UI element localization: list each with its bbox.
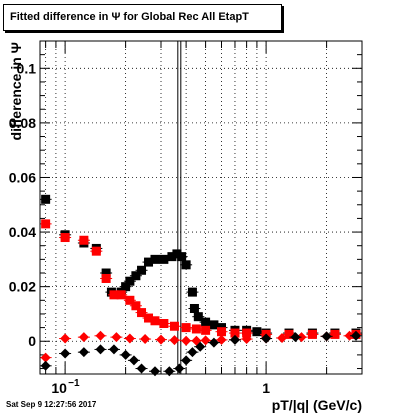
data-point-square (60, 233, 70, 243)
data-point-diamond (60, 333, 71, 344)
x-tick-label: 1 (262, 380, 270, 396)
data-point-square (307, 329, 317, 339)
data-point-square (177, 252, 187, 262)
data-point-diamond (40, 360, 51, 371)
y-tick-label: 0.08 (9, 115, 36, 131)
data-point-square (201, 325, 211, 335)
data-point-square (189, 303, 199, 313)
y-axis-title: difference in Ψ (8, 42, 24, 140)
data-point-diamond (95, 330, 106, 341)
data-point-diamond (156, 334, 167, 345)
data-point-square (144, 257, 154, 267)
title-box: Fitted difference in Ψ for Global Rec Al… (3, 4, 282, 31)
data-point-diamond (208, 337, 219, 348)
data-point-diamond (174, 363, 185, 374)
data-point-square (116, 290, 126, 300)
data-point-diamond (187, 347, 198, 358)
data-point-diamond (261, 333, 272, 344)
data-point-square (169, 321, 179, 331)
data-point-square (172, 249, 182, 259)
data-point-diamond (350, 330, 361, 341)
x-tick-label: 10 (51, 380, 67, 396)
data-point-diamond (108, 344, 119, 355)
data-point-square (181, 323, 191, 333)
data-point-diamond (229, 334, 240, 345)
data-point-square (330, 329, 340, 339)
data-point-diamond (78, 332, 89, 343)
data-point-diamond (181, 335, 192, 346)
data-point-diamond (241, 334, 252, 345)
data-point-square (101, 273, 111, 283)
data-point-square (109, 290, 119, 300)
data-point-square (159, 319, 169, 329)
data-point-diamond (296, 332, 307, 343)
data-point-square (137, 308, 147, 318)
y-tick-label: 0 (28, 333, 36, 349)
data-point-square (193, 312, 203, 322)
data-point-square (230, 328, 240, 338)
footer-timestamp: Sat Sep 9 12:27:56 2017 (6, 400, 97, 409)
data-point-diamond (321, 331, 332, 342)
data-point-diamond (120, 349, 131, 360)
data-point-diamond (128, 355, 139, 366)
data-point-square (209, 320, 219, 330)
plot-frame (39, 40, 363, 375)
data-point-diamond (124, 333, 135, 344)
data-point-square (191, 324, 201, 334)
data-point-diamond (78, 347, 89, 358)
data-point-square (159, 254, 169, 264)
data-point-square (41, 194, 51, 204)
data-point-diamond (195, 341, 206, 352)
data-point-square (242, 328, 252, 338)
data-point-diamond (60, 348, 71, 359)
y-tick-label: 0.04 (9, 224, 36, 240)
data-point-diamond (111, 332, 122, 343)
data-point-square (131, 271, 141, 281)
data-point-diamond (140, 334, 151, 345)
data-point-square (144, 313, 154, 323)
data-point-diamond (95, 344, 106, 355)
data-point-diamond (40, 352, 51, 363)
data-point-square (41, 219, 51, 229)
data-point-square (187, 287, 197, 297)
data-point-square (181, 260, 191, 270)
data-point-square (150, 254, 160, 264)
data-point-diamond (169, 335, 180, 346)
y-tick-label: 0.1 (17, 60, 37, 76)
data-point-diamond (181, 355, 192, 366)
y-tick-label: 0.02 (9, 279, 36, 295)
chart-title: Fitted difference in Ψ for Global Rec Al… (10, 11, 249, 23)
y-tick-label: 0.06 (9, 169, 36, 185)
x-tick-label-exponent: −1 (68, 378, 80, 389)
data-point-square (101, 268, 111, 278)
plot-area (40, 41, 362, 374)
data-point-diamond (136, 363, 147, 374)
data-point-square (137, 265, 147, 275)
data-point-square (150, 316, 160, 326)
data-point-diamond (290, 332, 301, 343)
data-point-square (217, 327, 227, 337)
data-point-square (252, 327, 262, 337)
data-point-diamond (277, 332, 288, 343)
data-point-square (201, 317, 211, 327)
x-axis-title: pT/|q| (GeV/c) (272, 397, 362, 413)
data-point-square (91, 246, 101, 256)
data-point-square (167, 252, 177, 262)
data-point-square (79, 235, 89, 245)
data-point-square (125, 276, 135, 286)
data-point-square (131, 301, 141, 311)
data-point-diamond (344, 330, 355, 341)
data-point-square (121, 282, 131, 292)
data-point-square (284, 329, 294, 339)
data-point-square (125, 295, 135, 305)
